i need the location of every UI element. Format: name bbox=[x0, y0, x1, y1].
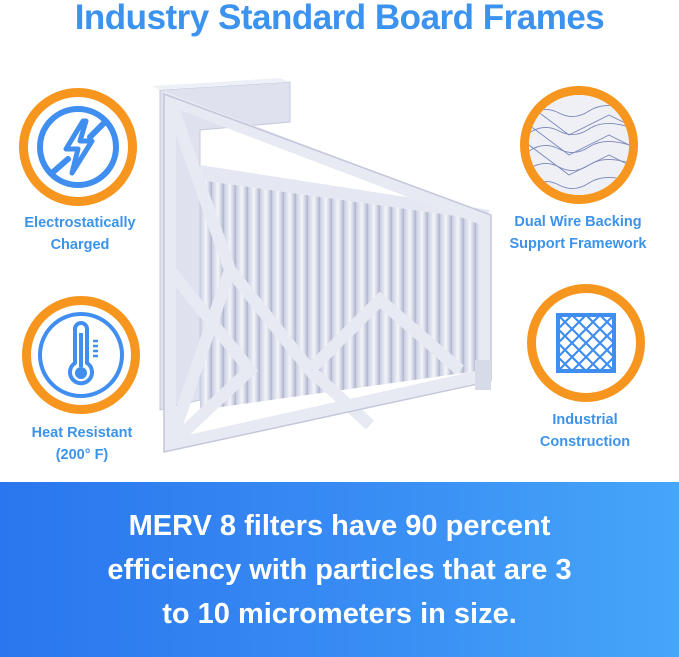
air-filter-product-image bbox=[152, 78, 492, 453]
wire-mesh-photo bbox=[529, 95, 629, 195]
wire-backing-badge bbox=[520, 86, 638, 204]
banner-line-1: MERV 8 filters have 90 percent bbox=[128, 510, 551, 542]
label-line: Construction bbox=[539, 434, 631, 450]
feature-label-electrostatic: Electrostatically Charged bbox=[0, 212, 180, 256]
label-line: Heat Resistant bbox=[31, 425, 133, 441]
feature-label-wire: Dual Wire Backing Support Framework bbox=[478, 211, 678, 255]
label-line: Electrostatically bbox=[24, 215, 136, 231]
thermometer-icon bbox=[38, 312, 124, 398]
banner-line-3: to 10 micrometers in size. bbox=[162, 598, 517, 630]
grid-frame-icon bbox=[556, 313, 616, 373]
page-title: Industry Standard Board Frames bbox=[74, 0, 605, 37]
heat-resistant-badge bbox=[22, 296, 140, 414]
feature-label-heat: Heat Resistant (200° F) bbox=[0, 422, 182, 466]
industrial-badge bbox=[527, 284, 645, 402]
no-static-lightning-icon bbox=[37, 106, 119, 188]
banner-text: MERV 8 filters have 90 percent efficienc… bbox=[0, 504, 679, 636]
label-line: Industrial bbox=[552, 412, 618, 428]
merv-info-banner: MERV 8 filters have 90 percent efficienc… bbox=[0, 482, 679, 657]
banner-line-2: efficiency with particles that are 3 bbox=[107, 554, 572, 586]
feature-label-industrial: Industrial Construction bbox=[485, 409, 679, 453]
label-line: Charged bbox=[50, 237, 110, 253]
label-line: (200° F) bbox=[55, 447, 109, 463]
label-line: Support Framework bbox=[509, 236, 647, 252]
label-line: Dual Wire Backing bbox=[514, 214, 642, 230]
electrostatic-badge bbox=[19, 88, 137, 206]
